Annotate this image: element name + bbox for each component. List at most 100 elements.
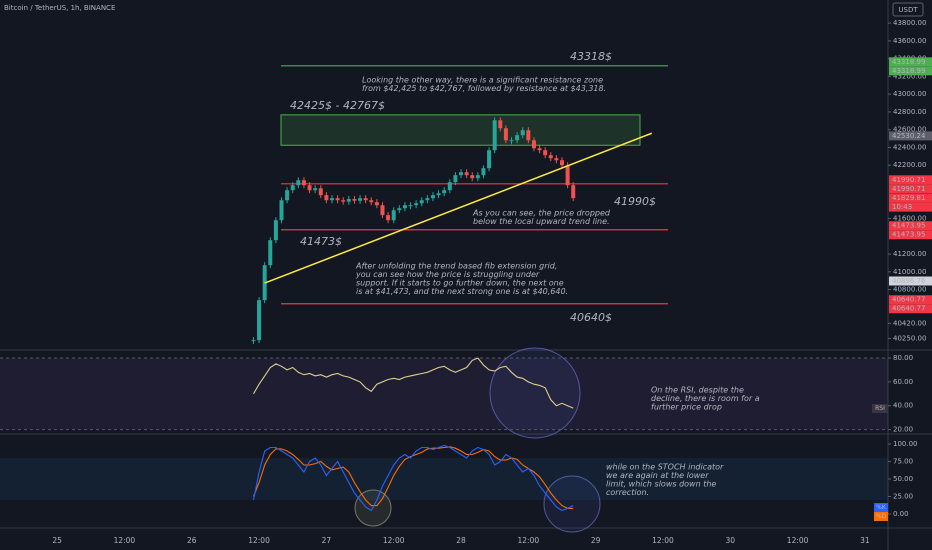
candle — [251, 340, 256, 342]
price-label-box — [889, 230, 932, 240]
annotation: 43318$ — [570, 50, 612, 63]
y-tick-label: 25.00 — [893, 492, 913, 500]
y-tick-label: 50.00 — [893, 475, 913, 483]
candle — [346, 198, 351, 202]
symbol-title: Bitcoin / TetherUS, 1h, BINANCE — [4, 4, 115, 12]
price-label-box — [889, 131, 932, 141]
annotation: limit, which slows down the — [606, 480, 716, 489]
x-tick-label: 27 — [322, 536, 332, 545]
candle — [329, 198, 334, 201]
candle — [520, 130, 525, 136]
stoch-line — [252, 444, 574, 512]
candle — [515, 135, 520, 141]
x-tick-label: 12:00 — [787, 536, 809, 545]
price-label: 43318.99 — [892, 67, 925, 75]
legend-label: %D — [876, 513, 887, 520]
candle — [307, 185, 312, 191]
x-tick-label: 28 — [456, 536, 466, 545]
candle — [503, 128, 508, 141]
candle — [425, 198, 430, 201]
candle — [352, 198, 357, 201]
y-tick-label: 0.00 — [893, 510, 909, 518]
candle — [464, 172, 469, 176]
candle — [560, 160, 564, 166]
indicator-label: RSI — [875, 405, 885, 412]
annotation: After unfolding the trend based fib exte… — [355, 262, 557, 271]
price-label: 41990.71 — [892, 176, 925, 184]
candle — [419, 200, 424, 204]
legend-box — [874, 512, 888, 521]
y-tick-label: 80.00 — [893, 354, 913, 362]
candle — [363, 198, 368, 201]
y-tick-label: 43000.00 — [893, 90, 926, 98]
y-tick-label: 40800.00 — [893, 286, 926, 294]
candle — [335, 198, 340, 201]
candle — [318, 188, 323, 196]
candle — [436, 193, 441, 196]
candle — [414, 203, 419, 206]
legend-label: %K — [876, 504, 887, 511]
candle — [391, 210, 396, 221]
price-label-box — [889, 193, 932, 203]
price-label: 41473.95 — [892, 222, 925, 230]
currency-button[interactable] — [892, 2, 924, 17]
annotation: As you can see, the price dropped — [472, 209, 611, 218]
price-label-box — [889, 57, 932, 67]
price-label-box — [889, 184, 932, 194]
y-tick-label: 43600.00 — [893, 37, 926, 45]
y-tick-label: 42400.00 — [893, 143, 926, 151]
candle — [374, 202, 379, 206]
annotation: below the local upward trend line. — [473, 217, 610, 226]
annotation: correction. — [606, 488, 649, 497]
annotation: On the RSI, despite the — [651, 386, 744, 395]
countdown-box — [889, 202, 932, 212]
candle — [531, 140, 536, 149]
price-label-box — [889, 295, 932, 305]
annotation: Looking the other way, there is a signif… — [362, 76, 603, 85]
indicator-band — [0, 457, 888, 500]
rsi-line — [253, 357, 574, 409]
legend-box — [874, 503, 888, 512]
indicator-band — [0, 357, 888, 430]
candle — [537, 148, 542, 151]
y-tick-label: 42200.00 — [893, 161, 926, 169]
candle — [447, 182, 452, 191]
y-tick-label: 40250.00 — [893, 334, 926, 342]
candle — [402, 205, 407, 209]
x-tick-label: 12:00 — [383, 536, 405, 545]
candle — [554, 158, 559, 161]
annotation: while on the STOCH indicator — [606, 463, 724, 472]
price-label-box — [889, 276, 932, 286]
candle — [257, 300, 262, 341]
y-tick-label: 60.00 — [893, 378, 913, 386]
candle — [459, 172, 464, 176]
candle — [279, 200, 284, 221]
price-label-box — [889, 175, 932, 185]
candle — [397, 208, 402, 211]
candle — [543, 150, 548, 156]
candle — [453, 175, 458, 183]
price-label: 41473.95 — [892, 231, 925, 239]
annotation: 41990$ — [614, 195, 656, 208]
annotation: 42425$ - 42767$ — [290, 99, 385, 112]
candle — [526, 130, 531, 141]
currency-label[interactable]: USDT — [898, 6, 918, 14]
x-tick-label: 30 — [726, 536, 736, 545]
y-tick-label: 40.00 — [893, 402, 913, 410]
candle — [475, 175, 480, 179]
candle — [509, 140, 514, 142]
candle — [565, 165, 570, 186]
candle — [290, 185, 295, 191]
annotation: from $42,425 to $42,767, followed by res… — [362, 84, 606, 93]
y-tick-label: 40420.00 — [893, 319, 926, 327]
price-label: 42530.24 — [892, 132, 926, 140]
y-tick-label: 43200.00 — [893, 72, 926, 80]
trendline — [264, 132, 653, 284]
x-tick-label: 12:00 — [518, 536, 540, 545]
annotation: is at $41,473, and the next strong one i… — [356, 287, 568, 296]
candle — [301, 180, 306, 186]
candle — [296, 180, 301, 186]
